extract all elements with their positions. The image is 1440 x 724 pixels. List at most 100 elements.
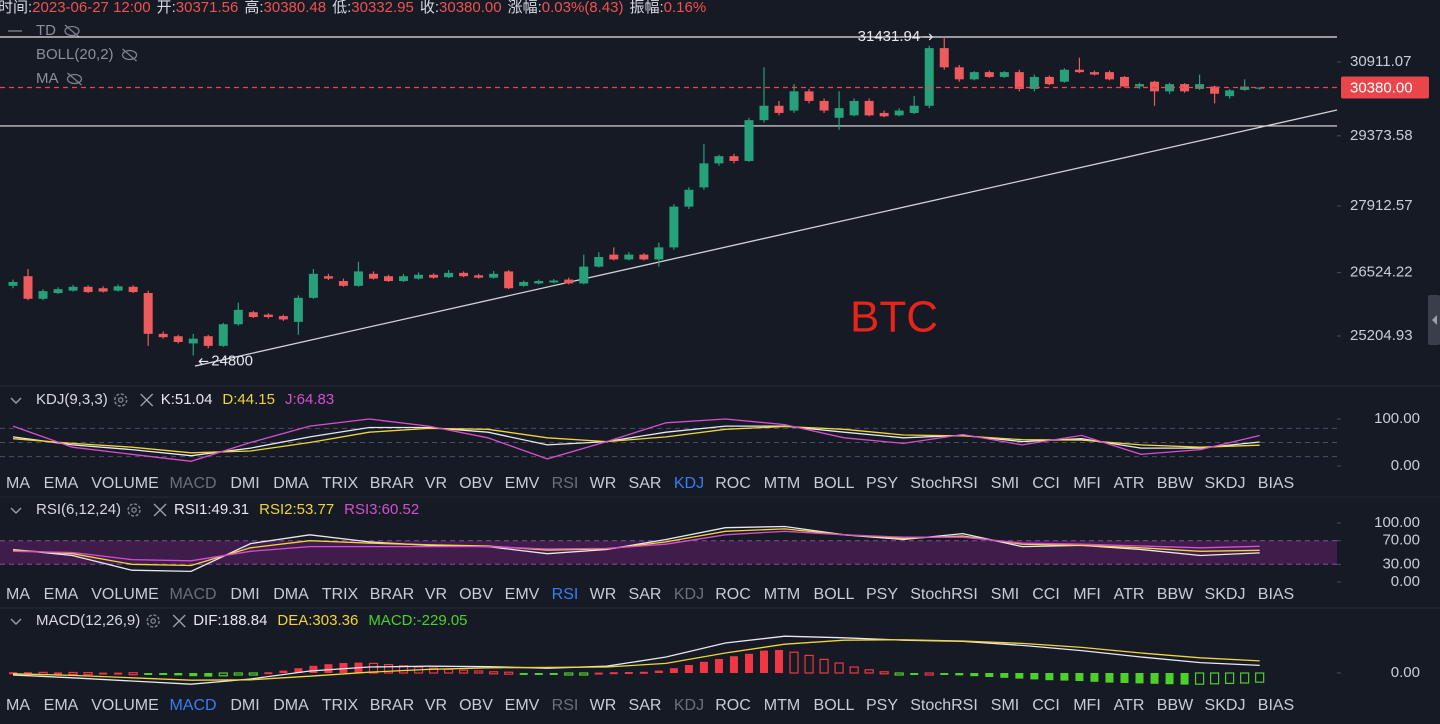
indicator-tab[interactable]: MFI: [1073, 475, 1101, 492]
indicator-tab[interactable]: SKDJ: [1205, 586, 1246, 603]
indicator-tab[interactable]: SMI: [991, 475, 1019, 492]
indicator-tab[interactable]: BBW: [1157, 697, 1194, 714]
indicator-tab[interactable]: DMI: [230, 475, 259, 492]
indicator-tab[interactable]: ATR: [1114, 475, 1145, 492]
indicator-tab[interactable]: MACD: [169, 475, 216, 492]
collapse-icon[interactable]: [10, 618, 22, 625]
indicator-tab[interactable]: BOLL: [814, 697, 855, 714]
indicator-tab[interactable]: DMI: [230, 586, 259, 603]
indicator-tab[interactable]: MA: [6, 475, 30, 492]
indicator-tab[interactable]: MACD: [169, 697, 216, 714]
indicator-tab[interactable]: OBV: [459, 697, 493, 714]
settings-icon[interactable]: [113, 393, 128, 407]
indicator-tab[interactable]: BBW: [1157, 475, 1194, 492]
low-annotation: 24800: [211, 352, 253, 369]
settings-icon[interactable]: [146, 614, 160, 628]
indicator-tab[interactable]: DMA: [273, 586, 309, 603]
macd-bar: [879, 671, 889, 675]
indicator-tab[interactable]: OBV: [459, 475, 493, 492]
indicator-tab[interactable]: RSI: [552, 586, 579, 603]
indicator-tab[interactable]: PSY: [866, 586, 898, 603]
collapse-icon[interactable]: [10, 397, 22, 404]
indicator-tab[interactable]: RSI: [552, 697, 579, 714]
indicator-tab[interactable]: EMV: [505, 475, 540, 492]
header-value: 30380.48: [264, 0, 327, 16]
indicator-tab[interactable]: EMA: [44, 586, 79, 603]
macd-bar: [1180, 673, 1189, 685]
indicator-tab[interactable]: MTM: [764, 697, 800, 714]
indicator-tab[interactable]: BRAR: [370, 697, 414, 714]
indicator-tab[interactable]: StochRSI: [910, 697, 978, 714]
indicator-tab[interactable]: SAR: [629, 475, 662, 492]
candle-body: [939, 48, 949, 68]
indicator-tab[interactable]: BIAS: [1258, 697, 1294, 714]
eye-icon[interactable]: [66, 73, 83, 85]
indicator-tab[interactable]: CCI: [1032, 697, 1060, 714]
indicator-tab[interactable]: VOLUME: [91, 475, 159, 492]
indicator-tab[interactable]: EMV: [505, 586, 540, 603]
indicator-tab[interactable]: SAR: [629, 697, 662, 714]
indicator-tab[interactable]: MFI: [1073, 697, 1101, 714]
indicator-tab[interactable]: BIAS: [1258, 586, 1294, 603]
indicator-tab[interactable]: ATR: [1114, 586, 1145, 603]
indicator-tab[interactable]: EMA: [44, 697, 79, 714]
indicator-tab[interactable]: ROC: [715, 697, 751, 714]
collapse-icon[interactable]: [10, 507, 22, 514]
indicator-tab[interactable]: MFI: [1073, 586, 1101, 603]
settings-icon[interactable]: [127, 503, 141, 517]
macd-bar: [428, 667, 439, 674]
indicator-tab[interactable]: PSY: [866, 475, 898, 492]
indicator-tab[interactable]: KDJ: [674, 475, 704, 492]
indicator-tab[interactable]: StochRSI: [910, 586, 978, 603]
indicator-tab[interactable]: BBW: [1157, 586, 1194, 603]
indicator-tab[interactable]: BRAR: [370, 475, 414, 492]
indicator-tab[interactable]: OBV: [459, 586, 493, 603]
indicator-tab[interactable]: ROC: [715, 475, 751, 492]
indicator-tab[interactable]: DMI: [230, 697, 259, 714]
indicator-tab[interactable]: CCI: [1032, 475, 1060, 492]
indicator-tab[interactable]: VR: [425, 586, 447, 603]
indicator-tab[interactable]: DMA: [273, 697, 309, 714]
eye-icon[interactable]: [121, 49, 138, 61]
indicator-tab[interactable]: CCI: [1032, 586, 1060, 603]
macd-bar: [218, 672, 228, 677]
indicator-tab[interactable]: MTM: [764, 586, 800, 603]
indicator-tab[interactable]: SMI: [991, 697, 1019, 714]
indicator-tab[interactable]: MA: [6, 586, 30, 603]
indicator-tab[interactable]: StochRSI: [910, 475, 978, 492]
indicator-tab[interactable]: VR: [425, 475, 447, 492]
eye-icon[interactable]: [64, 25, 80, 37]
indicator-tab[interactable]: MA: [6, 697, 30, 714]
indicator-tab[interactable]: WR: [590, 697, 617, 714]
indicator-tab[interactable]: BRAR: [370, 586, 414, 603]
indicator-tab[interactable]: MACD: [169, 586, 216, 603]
indicator-tab[interactable]: BIAS: [1258, 475, 1294, 492]
indicator-tab[interactable]: PSY: [866, 697, 898, 714]
indicator-tab[interactable]: KDJ: [674, 697, 704, 714]
scroll-arrow: [1432, 315, 1437, 325]
indicator-tab[interactable]: SKDJ: [1205, 697, 1246, 714]
indicator-tab[interactable]: WR: [590, 586, 617, 603]
indicator-tab[interactable]: MTM: [764, 475, 800, 492]
indicator-tab[interactable]: BOLL: [814, 586, 855, 603]
indicator-tab[interactable]: BOLL: [814, 475, 855, 492]
indicator-tab[interactable]: RSI: [552, 475, 579, 492]
indicator-tab[interactable]: VOLUME: [91, 586, 159, 603]
indicator-tab[interactable]: VOLUME: [91, 697, 159, 714]
header-value: 0.03%(8.43): [542, 0, 624, 16]
indicator-tab[interactable]: SAR: [629, 586, 662, 603]
indicator-tab[interactable]: SMI: [991, 586, 1019, 603]
indicator-tab[interactable]: EMA: [44, 475, 79, 492]
indicator-tab[interactable]: ATR: [1114, 697, 1145, 714]
indicator-tab[interactable]: TRIX: [322, 697, 359, 714]
indicator-tab[interactable]: KDJ: [674, 586, 704, 603]
macd-bar: [99, 672, 108, 675]
indicator-tab[interactable]: SKDJ: [1205, 475, 1246, 492]
indicator-tab[interactable]: EMV: [505, 697, 540, 714]
indicator-tab[interactable]: TRIX: [322, 475, 359, 492]
indicator-tab[interactable]: TRIX: [322, 586, 359, 603]
indicator-tab[interactable]: DMA: [273, 475, 309, 492]
indicator-tab[interactable]: WR: [590, 475, 617, 492]
indicator-tab[interactable]: ROC: [715, 586, 751, 603]
indicator-tab[interactable]: VR: [425, 697, 447, 714]
